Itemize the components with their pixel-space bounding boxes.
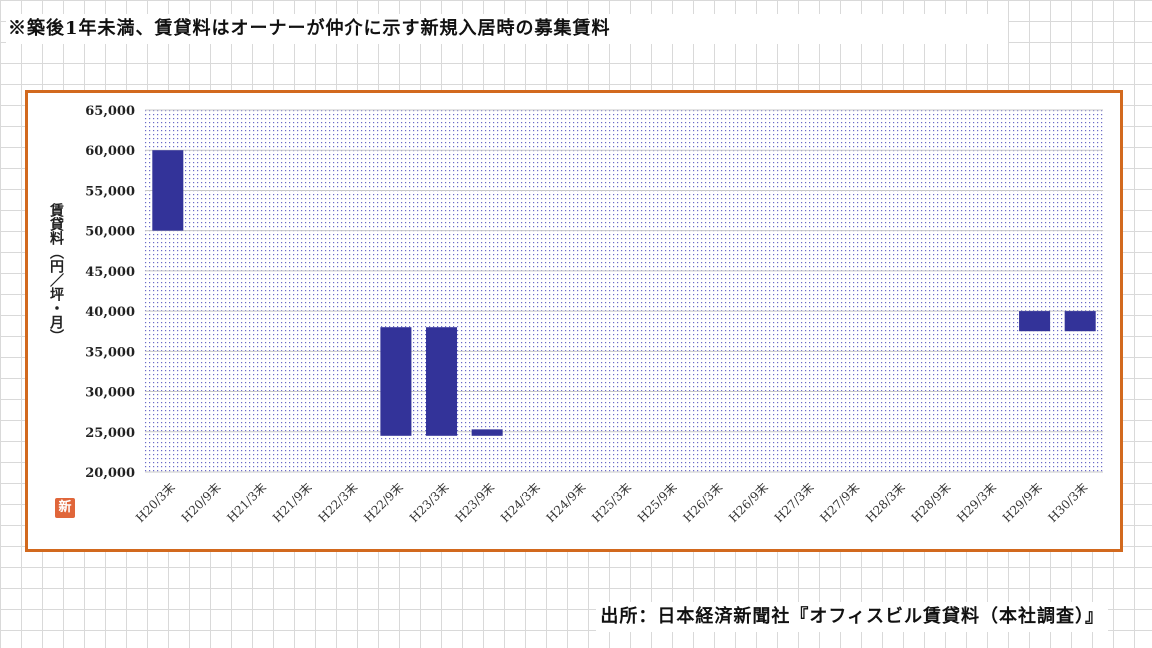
y-tick-label: 60,000 (85, 144, 135, 159)
chart-svg: 20,000 25,000 30,000 35,000 40,000 45,000 50,0… (48, 104, 1103, 525)
source-text: 出所：日本経済新聞社『オフィスビル賃貸料（本社調査）』 (596, 602, 1108, 632)
x-tick-label: H27/3末 (772, 480, 817, 525)
y-tick-label: 35,000 (85, 345, 135, 360)
bar (1064, 311, 1096, 332)
x-tick-label: H23/9末 (452, 480, 497, 525)
x-tick-label: H28/9末 (909, 480, 954, 525)
x-tick-label: H23/3末 (407, 480, 452, 525)
x-tick-label: H21/3末 (224, 480, 269, 525)
x-tick-label: H29/9末 (1000, 480, 1045, 525)
x-tick-label: H30/3末 (1045, 480, 1090, 525)
nikkei-logo-icon: 新 (55, 498, 75, 518)
x-tick-label: H22/9末 (361, 480, 406, 525)
x-tick-label: H26/3末 (681, 480, 726, 525)
x-tick-label: H24/9末 (544, 480, 589, 525)
x-tick-label: H29/3末 (954, 480, 999, 525)
y-tick-label: 20,000 (85, 466, 135, 481)
x-tick-label: H28/3末 (863, 480, 908, 525)
x-tick-label: H25/9末 (635, 480, 680, 525)
x-tick-label: H22/3末 (316, 480, 361, 525)
bar (152, 150, 184, 231)
y-tick-label: 65,000 (85, 104, 135, 119)
x-tick-label: H21/9末 (270, 480, 315, 525)
y-tick-label: 45,000 (85, 265, 135, 280)
x-tick-label: H20/9末 (179, 480, 224, 525)
x-tick-label: H20/3末 (133, 480, 178, 525)
bar (1019, 311, 1051, 332)
x-tick-label: H24/3末 (498, 480, 543, 525)
chart-note: ※築後1年未満、賃貸料はオーナーが仲介に示す新規入居時の募集賃料 (6, 14, 1008, 44)
y-tick-label: 40,000 (85, 305, 135, 320)
y-tick-label: 25,000 (85, 426, 135, 441)
bar (426, 327, 458, 436)
y-tick-label: 50,000 (85, 225, 135, 240)
bar (380, 327, 412, 436)
bar (471, 429, 503, 436)
chart-frame: 20,000 25,000 30,000 35,000 40,000 45,000 50,0… (25, 90, 1123, 552)
y-tick-label: 30,000 (85, 386, 135, 401)
plot-area (145, 110, 1103, 472)
y-axis-label: 賃貸料（円／坪・月） (48, 202, 65, 343)
y-tick-label: 55,000 (85, 184, 135, 199)
x-tick-label: H25/3末 (589, 480, 634, 525)
x-tick-label: H26/9末 (726, 480, 771, 525)
x-tick-label: H27/9末 (817, 480, 862, 525)
